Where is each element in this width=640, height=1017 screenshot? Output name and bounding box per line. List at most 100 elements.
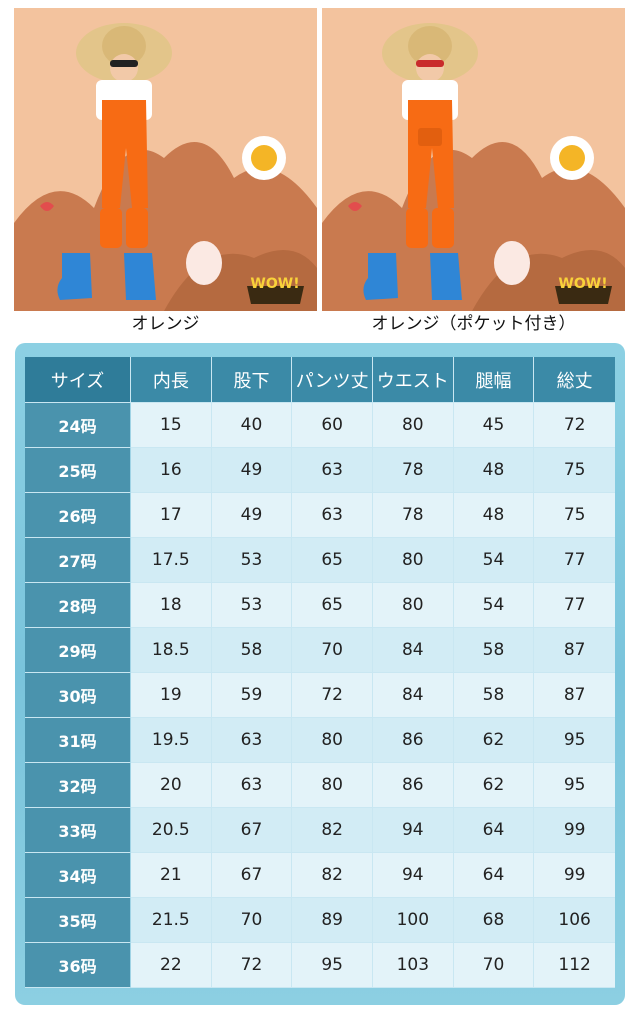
- table-cell: 94: [372, 853, 454, 898]
- table-cell: 63: [211, 763, 293, 808]
- table-cell: 78: [372, 448, 454, 493]
- row-header-size: 33码: [25, 808, 131, 853]
- column-header-inseam-inner: 内長: [131, 357, 212, 403]
- row-header-size: 24码: [25, 403, 131, 448]
- size-chart-panel: サイズ 内長 股下 パンツ丈 ウエスト 腿幅 総丈 24码 15 40 60 80 45 7…: [15, 343, 625, 1005]
- table-cell: 48: [453, 493, 535, 538]
- table-cell: 82: [292, 808, 373, 853]
- table-cell: 20: [131, 763, 212, 808]
- table-cell: 70: [292, 628, 373, 673]
- table-cell: 87: [534, 628, 615, 673]
- table-row: 29码 18.5 58 70 84 58 87: [25, 628, 615, 673]
- table-row: 36码 22 72 95 103 70 112: [25, 943, 615, 988]
- table-cell: 72: [292, 673, 373, 718]
- row-header-size: 36码: [25, 943, 131, 988]
- table-row: 28码 18 53 65 80 54 77: [25, 583, 615, 628]
- product-photo-orange-with-pocket[interactable]: WOW!: [322, 8, 625, 311]
- table-cell: 80: [372, 583, 454, 628]
- kid-in-waders-pocket-illustration: [322, 8, 625, 311]
- table-cell: 53: [211, 538, 293, 583]
- table-row: 33码 20.5 67 82 94 64 99: [25, 808, 615, 853]
- table-cell: 53: [211, 583, 293, 628]
- table-cell: 95: [534, 718, 615, 763]
- table-cell: 75: [534, 448, 615, 493]
- product-photos: WOW! WOW! オレンジ オレンジ（ポケット付き）: [0, 0, 640, 345]
- wow-sticker: WOW!: [558, 276, 608, 292]
- table-cell: 64: [453, 808, 535, 853]
- table-cell: 19: [131, 673, 212, 718]
- table-cell: 65: [292, 583, 373, 628]
- table-cell: 112: [534, 943, 615, 988]
- table-cell: 78: [372, 493, 454, 538]
- wow-sticker: WOW!: [250, 276, 300, 292]
- table-cell: 103: [372, 943, 454, 988]
- table-row: 31码 19.5 63 80 86 62 95: [25, 718, 615, 763]
- table-cell: 95: [534, 763, 615, 808]
- column-header-thigh-width: 腿幅: [453, 357, 535, 403]
- table-cell: 86: [372, 718, 454, 763]
- table-cell: 60: [292, 403, 373, 448]
- table-cell: 84: [372, 673, 454, 718]
- column-header-total-length: 総丈: [534, 357, 615, 403]
- table-row: 27码 17.5 53 65 80 54 77: [25, 538, 615, 583]
- table-cell: 15: [131, 403, 212, 448]
- column-header-waist: ウエスト: [372, 357, 454, 403]
- table-cell: 64: [453, 853, 535, 898]
- column-header-pants-length: パンツ丈: [292, 357, 373, 403]
- table-cell: 17.5: [131, 538, 212, 583]
- table-cell: 106: [534, 898, 615, 943]
- table-row: 26码 17 49 63 78 48 75: [25, 493, 615, 538]
- table-cell: 86: [372, 763, 454, 808]
- table-row: 32码 20 63 80 86 62 95: [25, 763, 615, 808]
- table-cell: 58: [453, 673, 535, 718]
- table-cell: 21.5: [131, 898, 212, 943]
- table-cell: 17: [131, 493, 212, 538]
- table-cell: 58: [453, 628, 535, 673]
- table-cell: 80: [372, 538, 454, 583]
- table-row: 35码 21.5 70 89 100 68 106: [25, 898, 615, 943]
- table-row: 25码 16 49 63 78 48 75: [25, 448, 615, 493]
- table-cell: 99: [534, 808, 615, 853]
- table-cell: 100: [372, 898, 454, 943]
- table-cell: 72: [534, 403, 615, 448]
- table-cell: 20.5: [131, 808, 212, 853]
- table-cell: 19.5: [131, 718, 212, 763]
- product-photo-orange[interactable]: WOW!: [14, 8, 317, 311]
- table-cell: 70: [453, 943, 535, 988]
- table-cell: 99: [534, 853, 615, 898]
- table-cell: 82: [292, 853, 373, 898]
- row-header-size: 25码: [25, 448, 131, 493]
- table-cell: 63: [211, 718, 293, 763]
- table-cell: 68: [453, 898, 535, 943]
- kid-in-waders-illustration: [14, 8, 317, 311]
- table-cell: 16: [131, 448, 212, 493]
- table-cell: 94: [372, 808, 454, 853]
- table-row: 24码 15 40 60 80 45 72: [25, 403, 615, 448]
- table-cell: 21: [131, 853, 212, 898]
- table-header-row: サイズ 内長 股下 パンツ丈 ウエスト 腿幅 総丈: [25, 357, 615, 403]
- table-cell: 75: [534, 493, 615, 538]
- row-header-size: 28码: [25, 583, 131, 628]
- table-cell: 54: [453, 538, 535, 583]
- table-cell: 22: [131, 943, 212, 988]
- table-cell: 18.5: [131, 628, 212, 673]
- table-cell: 40: [211, 403, 293, 448]
- row-header-size: 35码: [25, 898, 131, 943]
- table-cell: 49: [211, 448, 293, 493]
- table-cell: 54: [453, 583, 535, 628]
- table-cell: 48: [453, 448, 535, 493]
- table-cell: 72: [211, 943, 293, 988]
- table-cell: 87: [534, 673, 615, 718]
- table-cell: 62: [453, 763, 535, 808]
- product-caption: オレンジ: [131, 314, 200, 334]
- row-header-size: 26码: [25, 493, 131, 538]
- row-header-size: 29码: [25, 628, 131, 673]
- table-cell: 45: [453, 403, 535, 448]
- row-header-size: 30码: [25, 673, 131, 718]
- table-cell: 84: [372, 628, 454, 673]
- table-cell: 58: [211, 628, 293, 673]
- table-cell: 80: [372, 403, 454, 448]
- row-header-size: 27码: [25, 538, 131, 583]
- table-cell: 65: [292, 538, 373, 583]
- table-row: 34码 21 67 82 94 64 99: [25, 853, 615, 898]
